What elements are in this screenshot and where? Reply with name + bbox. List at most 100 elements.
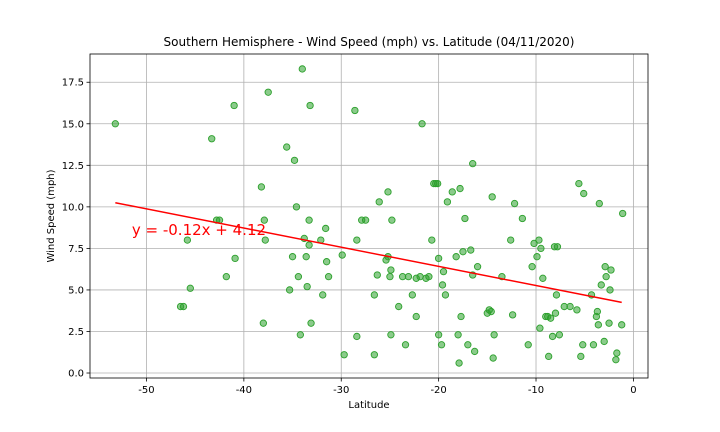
data-point — [507, 236, 515, 244]
data-point — [439, 268, 448, 276]
data-point — [487, 307, 495, 316]
data-point — [186, 284, 194, 292]
data-point — [548, 332, 557, 341]
data-point — [552, 291, 561, 299]
data-point — [524, 341, 532, 349]
data-point — [448, 188, 456, 196]
data-point — [231, 254, 239, 263]
data-point — [179, 302, 188, 311]
data-point — [601, 263, 609, 271]
data-point — [306, 101, 314, 110]
data-point — [535, 236, 543, 244]
regression-line — [115, 201, 622, 304]
data-point — [264, 88, 272, 96]
y-tick-label: 5.0 — [68, 285, 84, 296]
data-point — [395, 302, 403, 311]
y-tick-label: 0.0 — [68, 369, 84, 380]
data-point — [294, 272, 303, 281]
data-point — [461, 214, 469, 223]
data-point — [613, 349, 621, 357]
data-point — [322, 258, 331, 266]
data-point — [452, 253, 460, 261]
x-axis-label: Latitude — [348, 400, 389, 411]
regression-line-group — [115, 201, 622, 304]
data-point — [283, 143, 291, 151]
data-point — [551, 309, 560, 317]
x-tick-label: -10 — [528, 385, 544, 396]
data-point — [457, 312, 465, 321]
data-point — [580, 189, 588, 198]
data-point — [261, 236, 269, 244]
data-point — [573, 306, 581, 314]
data-point — [285, 286, 294, 294]
data-point — [404, 272, 413, 281]
data-point — [408, 291, 416, 299]
y-tick-label: 17.5 — [62, 78, 84, 89]
data-point — [469, 160, 477, 168]
y-axis-label: Wind Speed (mph) — [46, 169, 57, 262]
data-point — [597, 281, 605, 289]
data-point — [455, 359, 463, 367]
data-point — [183, 236, 192, 244]
data-point — [305, 241, 313, 249]
y-tick-label: 15.0 — [62, 119, 84, 130]
data-point — [606, 286, 614, 294]
data-point — [387, 266, 395, 274]
y-tick-label: 2.5 — [68, 327, 84, 338]
data-point — [575, 179, 583, 188]
data-point — [384, 188, 392, 196]
data-point — [579, 341, 587, 349]
x-tick-label: -50 — [138, 385, 154, 396]
data-point — [324, 272, 333, 281]
data-point — [607, 266, 615, 274]
plot-area-frame — [89, 53, 649, 379]
data-point — [537, 244, 545, 253]
data-point — [594, 321, 602, 329]
data-point — [441, 291, 450, 299]
data-point — [351, 106, 359, 115]
x-tick-label: -30 — [333, 385, 349, 396]
data-point — [595, 199, 603, 208]
y-tick-label: 12.5 — [62, 161, 84, 172]
data-point — [353, 332, 361, 341]
data-point — [259, 319, 267, 327]
data-point — [553, 243, 562, 251]
data-point — [593, 307, 602, 316]
data-point — [260, 216, 268, 224]
data-point — [602, 272, 610, 281]
data-point — [302, 253, 310, 261]
data-point — [340, 351, 348, 359]
data-point — [338, 251, 346, 259]
data-point — [434, 331, 443, 339]
data-point — [437, 341, 446, 349]
data-point — [230, 101, 238, 110]
data-point — [319, 291, 327, 299]
data-point — [508, 311, 517, 319]
axis-ticks: -50 -40 -30 -20 -10 0 0.0 2.5 5.0 7.5 10.0 12.5 15.0… — [62, 78, 637, 396]
data-point — [464, 341, 472, 349]
data-point — [303, 282, 311, 291]
data-point — [208, 135, 216, 143]
data-point — [370, 291, 379, 299]
data-point — [546, 314, 555, 322]
data-point — [443, 198, 452, 206]
data-point — [536, 324, 544, 332]
data-point — [373, 271, 381, 279]
data-point — [418, 120, 426, 128]
data-point — [459, 248, 467, 256]
data-point — [555, 331, 564, 339]
data-point — [510, 199, 519, 208]
data-point — [386, 272, 394, 281]
data-point — [528, 263, 536, 271]
data-point — [600, 337, 608, 346]
x-tick-label: -20 — [430, 385, 446, 396]
data-point — [471, 347, 479, 356]
data-point — [566, 302, 574, 311]
data-point — [490, 331, 498, 339]
data-point — [292, 203, 301, 211]
chart-title: Southern Hemisphere - Wind Speed (mph) v… — [164, 35, 575, 49]
data-point — [425, 272, 433, 281]
data-point — [298, 65, 306, 73]
